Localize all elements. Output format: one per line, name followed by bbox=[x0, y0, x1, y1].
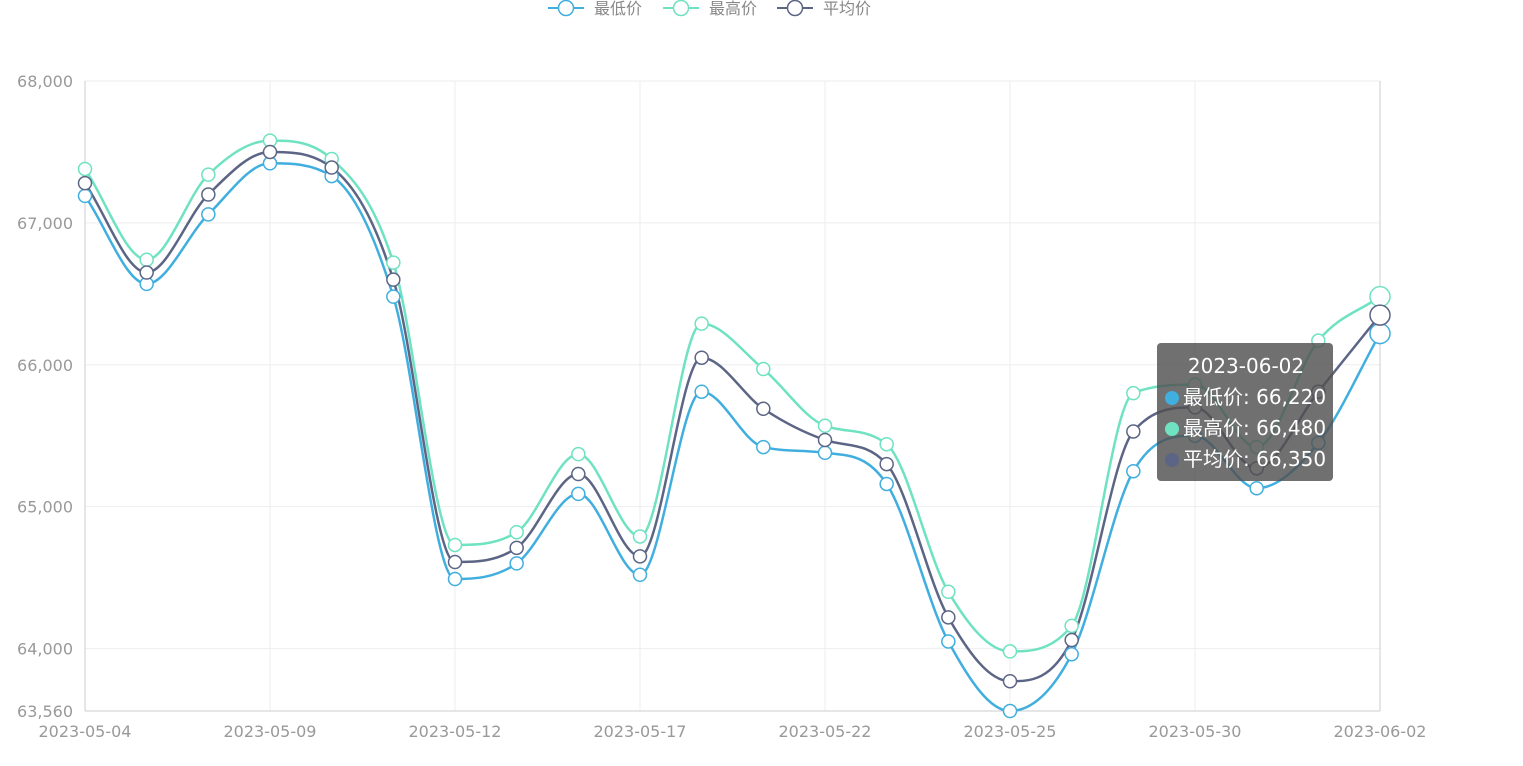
tooltip-dot-avg bbox=[1165, 453, 1179, 467]
y-tick-label: 65,000 bbox=[17, 498, 73, 517]
tooltip-label-avg: 平均价: 66,350 bbox=[1183, 447, 1327, 471]
legend-item-1[interactable]: 最高价 bbox=[663, 0, 757, 18]
data-point[interactable] bbox=[756, 361, 771, 377]
data-point[interactable] bbox=[1369, 304, 1391, 326]
data-point[interactable] bbox=[817, 432, 833, 448]
data-point[interactable] bbox=[632, 549, 648, 564]
data-point[interactable] bbox=[1369, 322, 1391, 345]
tooltip-dot-min bbox=[1165, 391, 1179, 405]
y-tick-label: 68,000 bbox=[17, 72, 73, 91]
y-tick-label: 66,000 bbox=[17, 356, 73, 375]
data-point[interactable] bbox=[879, 456, 894, 472]
legend-label: 最高价 bbox=[709, 0, 757, 18]
data-point[interactable] bbox=[756, 439, 771, 455]
tooltip-dot-max bbox=[1165, 422, 1179, 436]
data-point[interactable] bbox=[386, 255, 401, 270]
tooltip-label-min: 最低价: 66,220 bbox=[1183, 385, 1327, 409]
legend-item-0[interactable]: 最低价 bbox=[548, 0, 642, 18]
x-tick-label: 2023-05-12 bbox=[409, 722, 502, 741]
data-point[interactable] bbox=[571, 466, 586, 482]
data-point[interactable] bbox=[1002, 673, 1018, 689]
data-point[interactable] bbox=[447, 571, 463, 587]
data-point[interactable] bbox=[571, 446, 586, 462]
data-point[interactable] bbox=[879, 476, 894, 492]
data-point[interactable] bbox=[509, 556, 524, 571]
chart-tooltip: 2023-06-02 最低价: 66,220 最高价: 66,480 平均价: … bbox=[1157, 343, 1333, 481]
data-point[interactable] bbox=[77, 175, 93, 191]
legend-label: 平均价 bbox=[823, 0, 871, 18]
x-tick-label: 2023-05-04 bbox=[39, 722, 132, 741]
y-tick-label: 63,560 bbox=[17, 702, 73, 721]
data-point[interactable] bbox=[77, 161, 93, 177]
data-point[interactable] bbox=[1126, 385, 1141, 401]
tooltip-row-min: 最低价: 66,220 bbox=[1165, 382, 1327, 413]
data-point[interactable] bbox=[756, 401, 771, 417]
series-lines bbox=[77, 133, 1391, 719]
legend[interactable]: 最低价 最高价 平均价 bbox=[548, 0, 871, 18]
data-point[interactable] bbox=[509, 524, 524, 540]
data-point[interactable] bbox=[139, 265, 154, 280]
y-tick-label: 64,000 bbox=[17, 640, 73, 659]
data-point[interactable] bbox=[262, 144, 278, 160]
data-point[interactable] bbox=[447, 537, 463, 553]
data-point[interactable] bbox=[386, 272, 401, 287]
data-point[interactable] bbox=[139, 252, 154, 268]
tooltip-label-max: 最高价: 66,480 bbox=[1183, 416, 1327, 440]
data-point[interactable] bbox=[1126, 424, 1141, 439]
data-point[interactable] bbox=[509, 540, 524, 556]
data-point[interactable] bbox=[1126, 463, 1141, 479]
data-point[interactable] bbox=[324, 160, 339, 175]
data-point[interactable] bbox=[879, 436, 894, 452]
axes: 68,00067,00066,00065,00064,00063,5602023… bbox=[17, 72, 1426, 741]
data-point[interactable] bbox=[1249, 480, 1264, 496]
data-point[interactable] bbox=[694, 316, 709, 331]
data-point[interactable] bbox=[632, 529, 648, 544]
tooltip-title: 2023-06-02 bbox=[1187, 354, 1305, 378]
legend-marker bbox=[786, 0, 804, 17]
legend-marker bbox=[557, 0, 575, 17]
data-point[interactable] bbox=[694, 384, 709, 399]
x-tick-label: 2023-05-22 bbox=[779, 722, 872, 741]
data-point[interactable] bbox=[941, 584, 956, 600]
data-point[interactable] bbox=[694, 350, 709, 365]
data-point[interactable] bbox=[817, 445, 833, 461]
data-point[interactable] bbox=[941, 610, 956, 625]
y-tick-label: 67,000 bbox=[17, 214, 73, 233]
data-point[interactable] bbox=[1002, 703, 1018, 719]
data-point[interactable] bbox=[201, 207, 216, 222]
legend-marker bbox=[672, 0, 690, 17]
data-point[interactable] bbox=[201, 167, 216, 182]
x-tick-label: 2023-06-02 bbox=[1334, 722, 1427, 741]
x-tick-label: 2023-05-17 bbox=[594, 722, 687, 741]
data-point[interactable] bbox=[447, 554, 463, 570]
data-point[interactable] bbox=[941, 634, 956, 649]
data-point[interactable] bbox=[77, 188, 93, 204]
data-point[interactable] bbox=[1064, 618, 1079, 634]
data-point[interactable] bbox=[386, 289, 401, 304]
x-tick-label: 2023-05-30 bbox=[1149, 722, 1242, 741]
tooltip-row-avg: 平均价: 66,350 bbox=[1165, 444, 1327, 475]
legend-label: 最低价 bbox=[594, 0, 642, 18]
tooltip-row-max: 最高价: 66,480 bbox=[1165, 413, 1327, 444]
data-point[interactable] bbox=[817, 418, 833, 434]
legend-item-2[interactable]: 平均价 bbox=[777, 0, 871, 18]
data-point[interactable] bbox=[1369, 285, 1391, 308]
data-point[interactable] bbox=[1064, 646, 1079, 662]
x-tick-label: 2023-05-09 bbox=[224, 722, 317, 741]
x-tick-label: 2023-05-25 bbox=[964, 722, 1057, 741]
data-point[interactable] bbox=[201, 187, 216, 202]
data-point[interactable] bbox=[632, 567, 648, 583]
data-point[interactable] bbox=[571, 486, 586, 502]
data-point[interactable] bbox=[1002, 644, 1018, 659]
data-point[interactable] bbox=[1064, 632, 1079, 648]
